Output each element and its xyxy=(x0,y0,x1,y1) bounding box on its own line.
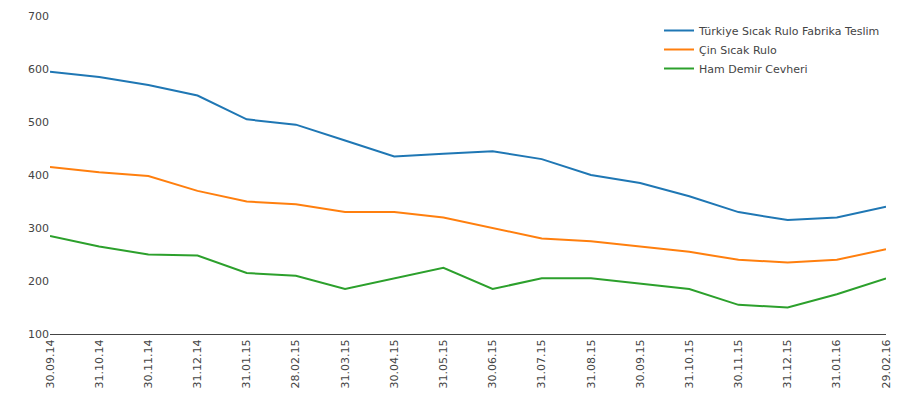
svg-text:400: 400 xyxy=(28,169,49,182)
svg-text:Türkiye Sıcak Rulo Fabrika Tes: Türkiye Sıcak Rulo Fabrika Teslim xyxy=(698,25,879,38)
svg-text:30.09.14: 30.09.14 xyxy=(44,339,57,388)
svg-text:300: 300 xyxy=(28,222,49,235)
svg-text:700: 700 xyxy=(28,10,49,23)
svg-text:31.01.16: 31.01.16 xyxy=(830,339,843,388)
svg-text:100: 100 xyxy=(28,328,49,341)
svg-text:30.06.15: 30.06.15 xyxy=(486,339,499,388)
svg-text:29.02.16: 29.02.16 xyxy=(880,339,893,388)
svg-text:31.12.15: 31.12.15 xyxy=(781,339,794,388)
svg-text:30.09.15: 30.09.15 xyxy=(634,339,647,388)
svg-text:31.07.15: 31.07.15 xyxy=(535,339,548,388)
svg-text:31.10.14: 31.10.14 xyxy=(93,339,106,388)
svg-text:28.02.15: 28.02.15 xyxy=(289,339,302,388)
svg-text:31.03.15: 31.03.15 xyxy=(339,339,352,388)
svg-text:Çin Sıcak Rulo: Çin Sıcak Rulo xyxy=(699,44,777,57)
svg-text:Ham Demir Cevheri: Ham Demir Cevheri xyxy=(699,63,808,76)
svg-text:500: 500 xyxy=(28,116,49,129)
svg-text:30.11.15: 30.11.15 xyxy=(732,339,745,388)
svg-text:200: 200 xyxy=(28,275,49,288)
svg-text:31.10.15: 31.10.15 xyxy=(683,339,696,388)
svg-text:31.01.15: 31.01.15 xyxy=(240,339,253,388)
svg-text:600: 600 xyxy=(28,63,49,76)
svg-text:31.08.15: 31.08.15 xyxy=(585,339,598,388)
svg-text:30.04.15: 30.04.15 xyxy=(388,339,401,388)
svg-text:30.11.14: 30.11.14 xyxy=(142,339,155,388)
svg-text:31.05.15: 31.05.15 xyxy=(437,339,450,388)
svg-text:31.12.14: 31.12.14 xyxy=(191,339,204,388)
